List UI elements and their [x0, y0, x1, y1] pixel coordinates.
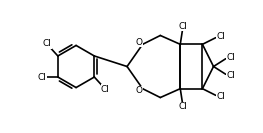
Text: O: O [136, 38, 143, 47]
Text: Cl: Cl [226, 71, 235, 80]
Text: Cl: Cl [216, 92, 225, 101]
Text: Cl: Cl [178, 22, 187, 31]
Text: Cl: Cl [38, 72, 47, 82]
Text: Cl: Cl [216, 32, 225, 41]
Text: O: O [136, 86, 143, 95]
Text: Cl: Cl [226, 53, 235, 62]
Text: Cl: Cl [178, 102, 187, 111]
Text: Cl: Cl [42, 39, 51, 48]
Text: Cl: Cl [101, 85, 110, 94]
